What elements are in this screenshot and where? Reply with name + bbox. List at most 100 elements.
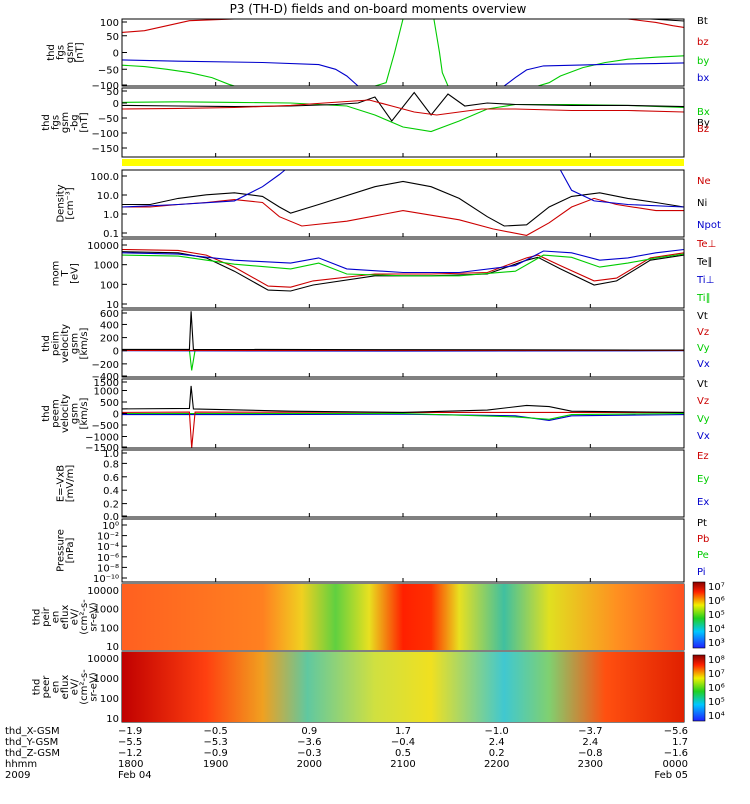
legend-entry: Ez xyxy=(697,451,709,462)
panel-frame xyxy=(122,519,684,582)
y-axis-label: [eV] xyxy=(70,263,81,284)
legend-entry: Bx xyxy=(697,107,710,118)
date-end: Feb 05 xyxy=(654,770,688,781)
series-line xyxy=(122,412,684,448)
legend-entry: Te⊥ xyxy=(696,239,716,250)
y-tick-label: −500 xyxy=(92,421,119,432)
colorbar-label: 10⁷ xyxy=(708,669,725,680)
x-row-value: −0.8 xyxy=(578,748,602,759)
y-axis-label: [nPa] xyxy=(65,537,76,563)
series-line xyxy=(122,386,684,413)
colorbar-label: 10⁶ xyxy=(708,596,725,607)
y-tick-label: 10 xyxy=(106,714,119,725)
x-row-value: 1.7 xyxy=(672,737,688,748)
y-tick-label: 0.8 xyxy=(103,459,119,470)
panel-6: VtVzVyVx150010005000−500−1000−1500thdpee… xyxy=(41,378,710,454)
y-tick-label: 50 xyxy=(106,32,119,43)
legend-entry: Vy xyxy=(697,414,710,425)
legend-entry: Ey xyxy=(697,474,709,485)
x-row-value: −0.3 xyxy=(297,748,321,759)
legend-entry: Vz xyxy=(697,327,709,338)
x-row-value: −3.6 xyxy=(297,737,321,748)
colorbar-label: 10³ xyxy=(708,638,725,649)
legend-entry: by xyxy=(697,56,709,67)
year-label: 2009 xyxy=(5,770,30,781)
y-axis-label: sr-eV) xyxy=(89,602,100,631)
x-row-value: −1.6 xyxy=(664,748,688,759)
panel-frame xyxy=(122,170,684,237)
legend-entry: Vt xyxy=(697,311,708,322)
x-row-value: 1.7 xyxy=(395,726,411,737)
series-line xyxy=(122,250,684,273)
electron-colorbar xyxy=(693,655,705,721)
x-row-value: 0000 xyxy=(663,759,688,770)
legend-entry: Bz xyxy=(697,124,709,135)
ion-spectrogram-fill xyxy=(122,584,684,650)
legend-entry: Ti⊥ xyxy=(696,275,714,286)
x-row-value: 0.9 xyxy=(301,726,317,737)
y-tick-label: 400 xyxy=(100,320,119,331)
y-tick-label: 100 xyxy=(100,623,119,634)
date-start: Feb 04 xyxy=(118,770,152,781)
panel-8: PtPbPePi10⁰10⁻²10⁻⁴10⁻⁶10⁻⁸10⁻¹⁰Pressure… xyxy=(55,518,709,585)
y-tick-label: 200 xyxy=(100,334,119,345)
series-line xyxy=(122,250,684,288)
y-tick-label: 10⁻¹⁰ xyxy=(93,574,119,585)
colorbar-label: 10⁷ xyxy=(708,582,725,593)
series-line xyxy=(122,414,684,420)
y-tick-label: 10⁻⁶ xyxy=(97,553,119,564)
legend-entry: Pe xyxy=(697,550,709,561)
y-axis-label: [cm⁻³] xyxy=(65,187,76,219)
y-tick-label: 600 xyxy=(100,309,119,320)
series-line xyxy=(122,198,684,235)
legend-entry: Npot xyxy=(697,220,721,231)
y-tick-label: 0.1 xyxy=(103,229,119,240)
y-tick-label: 0.2 xyxy=(103,500,119,511)
series-line xyxy=(122,93,684,122)
legend-entry: Pi xyxy=(697,567,706,578)
y-tick-label: 0.4 xyxy=(103,486,119,497)
panel-frame xyxy=(122,310,684,377)
y-tick-label: −200 xyxy=(92,360,119,371)
series-line xyxy=(122,350,684,370)
legend-entry: Ne xyxy=(697,176,711,187)
y-tick-label: 10⁻² xyxy=(97,532,119,543)
y-tick-label: 10⁻⁸ xyxy=(97,563,119,574)
x-row-value: −3.7 xyxy=(578,726,602,737)
legend-entry: Ex xyxy=(697,497,709,508)
series-line xyxy=(122,19,684,86)
legend-entry: Pt xyxy=(697,518,707,529)
legend-entry: Ni xyxy=(697,198,707,209)
legend-entry: Vx xyxy=(697,359,710,370)
y-tick-label: 100 xyxy=(100,280,119,291)
x-row-value: −1.2 xyxy=(118,748,142,759)
x-row-value: 2000 xyxy=(297,759,322,770)
legend-entry: Vz xyxy=(697,396,709,407)
x-row-value: 1900 xyxy=(203,759,228,770)
ion-colorbar xyxy=(693,582,705,648)
y-axis-label: sr-eV) xyxy=(89,672,100,701)
x-row-value: −0.9 xyxy=(204,748,228,759)
legend-entry: Pb xyxy=(697,534,709,545)
y-tick-label: 0 xyxy=(113,49,119,60)
y-tick-label: 10⁰ xyxy=(102,521,119,532)
y-tick-label: 10000 xyxy=(87,654,119,665)
x-row-value: 2100 xyxy=(390,759,415,770)
y-tick-label: 10000 xyxy=(87,241,119,252)
series-line xyxy=(122,170,684,207)
x-row-value: −5.5 xyxy=(118,737,142,748)
chart-title: P3 (TH-D) fields and on-board moments ov… xyxy=(230,2,527,16)
y-axis-label: [nT] xyxy=(74,42,85,62)
x-row-label: thd_Y-GSM xyxy=(5,737,58,748)
colorbar-label: 10⁵ xyxy=(708,610,725,621)
legend-entry: Ti∥ xyxy=(696,293,711,304)
y-tick-label: 0.6 xyxy=(103,473,119,484)
y-tick-label: 500 xyxy=(100,398,119,409)
x-row-value: 2.4 xyxy=(489,737,505,748)
y-tick-label: 100 xyxy=(100,18,119,29)
